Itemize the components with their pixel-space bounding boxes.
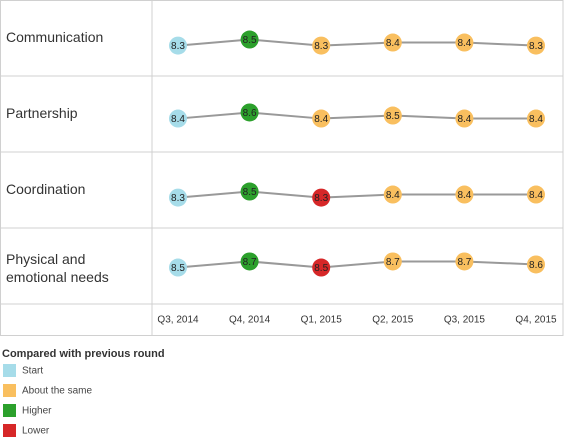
dot	[383, 106, 402, 125]
legend-label: Higher	[22, 406, 52, 417]
legend-swatch	[3, 384, 16, 397]
data-label: 8.4	[386, 38, 400, 49]
data-label: 8.5	[243, 35, 257, 46]
line	[177, 38, 537, 47]
legend-label: About the same	[22, 386, 92, 397]
dot	[240, 182, 259, 201]
data-label: 8.5	[243, 187, 257, 198]
dot	[169, 36, 187, 55]
data-label: 8.4	[386, 190, 400, 201]
legend-label: Start	[22, 366, 43, 377]
data-label: 8.3	[314, 41, 328, 52]
dot	[312, 258, 331, 277]
dot	[240, 252, 259, 271]
line	[177, 111, 536, 120]
legend-label: Lower	[22, 426, 50, 437]
row-label: Coordination	[6, 181, 86, 197]
x-tick-label: Q1, 2015	[301, 315, 343, 326]
data-label: 8.4	[457, 190, 471, 201]
legend-swatch	[3, 424, 16, 437]
row-label: Physical and emotional needs	[6, 251, 109, 285]
data-label: 8.5	[314, 263, 328, 274]
dot	[312, 36, 331, 55]
legend-swatch	[3, 404, 16, 417]
data-label: 8.3	[314, 193, 328, 204]
dot	[169, 188, 187, 207]
data-label: 8.3	[171, 41, 185, 52]
row-label: Communication	[6, 29, 104, 45]
data-label: 8.4	[529, 114, 543, 125]
data-label: 8.4	[314, 114, 328, 125]
x-tick-label: Q3, 2015	[444, 315, 486, 326]
frame	[0, 0, 564, 336]
row-label: Partnership	[6, 105, 78, 121]
data-label: 8.3	[529, 41, 543, 52]
dot	[455, 252, 474, 271]
data-label: 8.4	[457, 114, 471, 125]
data-label: 8.4	[171, 114, 185, 125]
data-label: 8.7	[243, 257, 257, 268]
dot	[312, 188, 331, 207]
line	[177, 260, 537, 269]
data-label: 8.7	[457, 257, 471, 268]
legend-title: Compared with previous round	[2, 348, 165, 360]
dot	[169, 109, 187, 128]
dot	[455, 185, 474, 204]
data-label: 8.3	[171, 193, 185, 204]
x-tick-label: Q3, 2014	[157, 315, 199, 326]
dot	[240, 30, 259, 49]
dot	[455, 33, 474, 52]
data-label: 8.4	[529, 190, 543, 201]
dot	[527, 185, 545, 204]
dot	[527, 255, 545, 274]
dot	[312, 109, 331, 128]
dot	[455, 109, 474, 128]
data-label: 8.5	[171, 263, 185, 274]
data-label: 8.6	[243, 108, 257, 119]
dot	[527, 109, 545, 128]
dot	[383, 185, 402, 204]
line	[177, 190, 536, 199]
dot	[383, 33, 402, 52]
dot	[527, 36, 545, 55]
x-tick-label: Q4, 2015	[515, 315, 557, 326]
data-label: 8.4	[457, 38, 471, 49]
dot	[169, 258, 187, 277]
dot	[240, 103, 259, 122]
dot	[383, 252, 402, 271]
data-label: 8.6	[529, 260, 543, 271]
data-label: 8.7	[386, 257, 400, 268]
x-tick-label: Q2, 2015	[372, 315, 414, 326]
data-label: 8.5	[386, 111, 400, 122]
legend-swatch	[3, 364, 16, 377]
x-tick-label: Q4, 2014	[229, 315, 271, 326]
